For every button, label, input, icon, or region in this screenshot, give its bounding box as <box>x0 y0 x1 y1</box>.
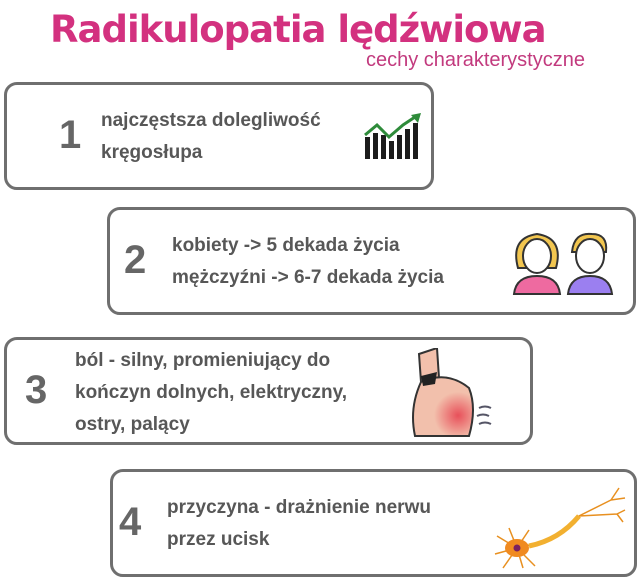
feature-card-1: 1 najczęstsza dolegliwość kręgosłupa <box>4 82 434 190</box>
card-text-line: najczęstsza dolegliwość <box>101 110 321 131</box>
back-pain-icon <box>412 348 492 437</box>
card-text-line: ostry, palący <box>75 414 190 435</box>
card-number: 2 <box>124 238 147 282</box>
card-text-line: kręgosłupa <box>101 142 203 163</box>
card-text-line: mężczyźni -> 6-7 dekada życia <box>172 267 444 288</box>
card-text: ból - silny, promieniujący do kończyn do… <box>75 345 347 441</box>
card-text-line: przez ucisk <box>167 529 270 550</box>
feature-card-4: 4 przyczyna - drażnienie nerwu przez uci… <box>110 469 637 577</box>
card-text: najczęstsza dolegliwość kręgosłupa <box>101 105 321 169</box>
card-text-line: kończyn dolnych, elektryczny, <box>75 382 348 403</box>
page-title: Radikulopatia lędźwiowa <box>50 8 547 51</box>
card-text: przyczyna - drażnienie nerwu przez ucisk <box>167 492 431 556</box>
woman-man-icon <box>512 232 614 295</box>
card-number: 1 <box>59 113 82 157</box>
neuron-icon <box>494 487 626 569</box>
card-text: kobiety -> 5 dekada życia mężczyźni -> 6… <box>172 230 444 294</box>
card-text-line: kobiety -> 5 dekada życia <box>172 235 400 256</box>
card-text-line: ból - silny, promieniujący do <box>75 350 331 371</box>
page-subtitle: cechy charakterystyczne <box>366 49 585 71</box>
feature-card-3: 3 ból - silny, promieniujący do kończyn … <box>4 337 533 445</box>
feature-card-2: 2 kobiety -> 5 dekada życia mężczyźni ->… <box>107 207 636 315</box>
card-number: 3 <box>25 368 48 412</box>
card-text-line: przyczyna - drażnienie nerwu <box>167 497 431 518</box>
card-number: 4 <box>119 500 142 544</box>
growth-chart-icon <box>364 113 421 159</box>
